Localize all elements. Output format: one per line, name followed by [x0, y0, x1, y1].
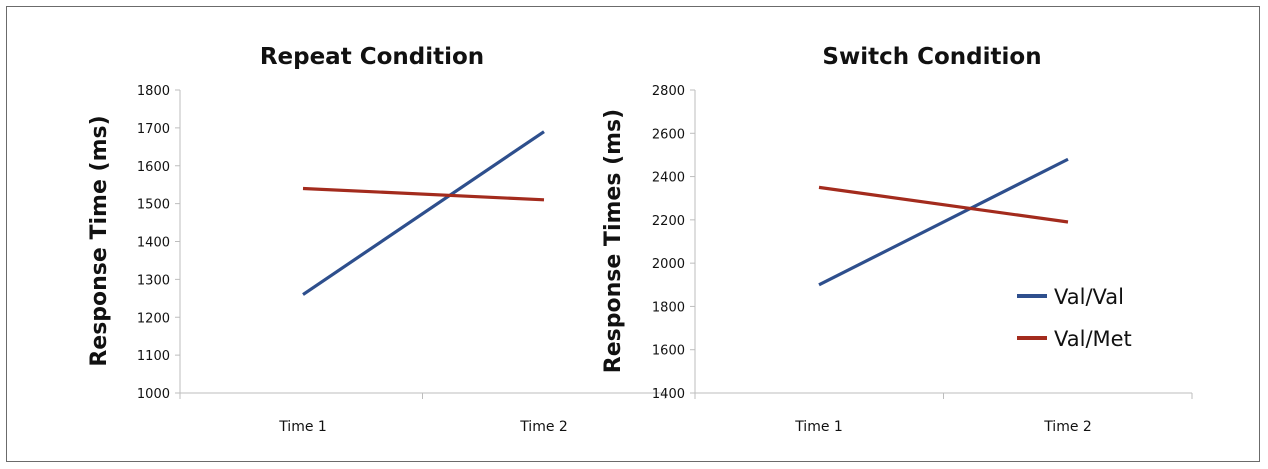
repeat-y-tick-label: 1200	[137, 311, 170, 326]
switch-y-tick-label: 2600	[652, 127, 685, 142]
repeat-y-tick-label: 1300	[137, 273, 170, 288]
switch-y-tick-label: 2000	[652, 257, 685, 272]
switch-chart-title: Switch Condition	[822, 44, 1041, 70]
switch-series-line-val-val	[818, 157, 1069, 287]
repeat-y-tick-label: 1100	[137, 349, 170, 364]
figure-frame	[6, 6, 1260, 462]
switch-y-tick-label: 1800	[652, 300, 685, 315]
repeat-axes	[179, 90, 666, 399]
repeat-condition-panel: Repeat Condition Response Time (ms) 1000…	[87, 44, 666, 435]
legend-label-val-met: Val/Met	[1054, 327, 1132, 351]
repeat-y-tick-label: 1000	[137, 387, 170, 402]
repeat-y-tick-label: 1800	[137, 84, 170, 99]
switch-y-axis-label: Response Times (ms)	[601, 109, 626, 373]
switch-y-tick-label: 2400	[652, 171, 685, 186]
repeat-chart-title: Repeat Condition	[260, 44, 484, 70]
switch-axes	[694, 90, 1193, 399]
switch-x-tick-time2: Time 2	[1043, 419, 1092, 435]
switch-y-tick-label: 2800	[652, 84, 685, 99]
repeat-x-tick-time1: Time 1	[278, 419, 327, 435]
repeat-y-tick-label: 1600	[137, 160, 170, 175]
legend-label-val-val: Val/Val	[1054, 285, 1124, 309]
switch-y-tick-label: 1600	[652, 344, 685, 359]
repeat-y-tick-label: 1700	[137, 122, 170, 137]
repeat-y-ticks: 1000 1100 1200 1300 1400 1500 1600 1700 1800	[137, 84, 180, 402]
repeat-y-tick-label: 1400	[137, 236, 170, 251]
switch-y-tick-label: 1400	[652, 387, 685, 402]
repeat-series-lines	[302, 130, 545, 296]
repeat-x-tick-time2: Time 2	[519, 419, 568, 435]
legend: Val/Val Val/Met	[1017, 285, 1132, 351]
switch-series-line-val-met	[818, 185, 1069, 224]
switch-x-tick-time1: Time 1	[794, 419, 843, 435]
repeat-series-line-val-val	[302, 130, 545, 296]
repeat-y-tick-label: 1500	[137, 198, 170, 213]
repeat-series-line-val-met	[302, 186, 545, 202]
repeat-y-axis-label: Response Time (ms)	[87, 115, 112, 366]
switch-y-tick-label: 2200	[652, 214, 685, 229]
switch-series-lines	[818, 157, 1069, 287]
switch-y-ticks: 1400 1600 1800 2000 2200 2400 2600 2800	[652, 84, 695, 402]
switch-condition-panel: Switch Condition Response Times (ms) 140…	[601, 44, 1193, 435]
